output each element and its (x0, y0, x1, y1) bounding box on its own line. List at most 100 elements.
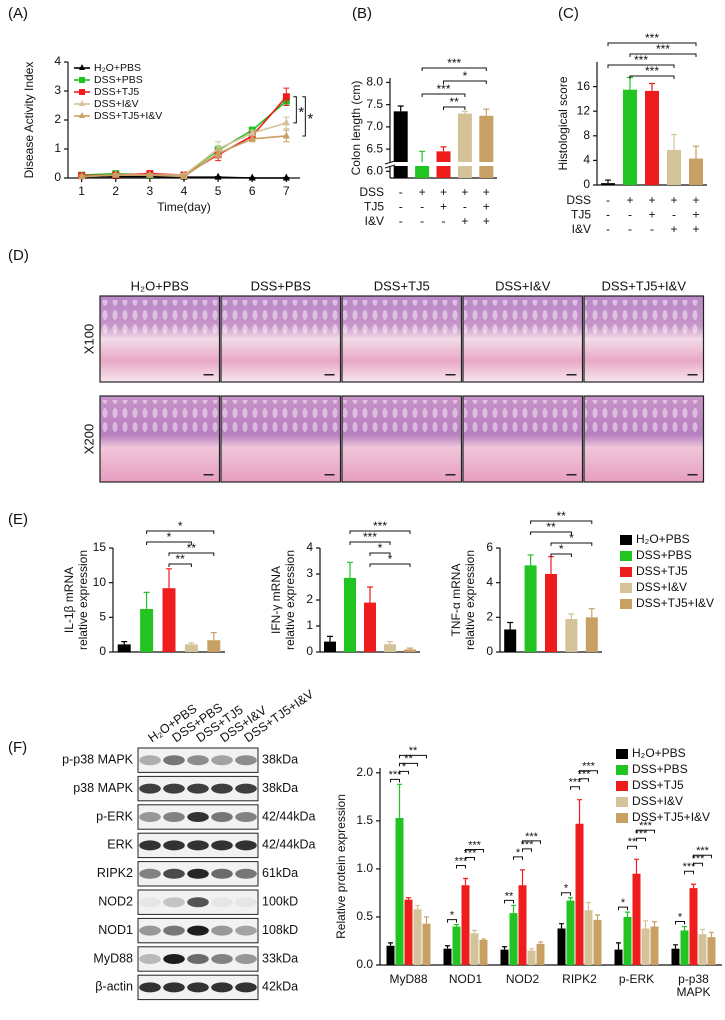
error-bar (424, 916, 429, 924)
condition-sign: + (648, 193, 655, 207)
error-bar (388, 942, 393, 946)
histology-texture (585, 400, 703, 435)
histology-texture (464, 300, 582, 335)
y-tick-label: 0 (583, 177, 590, 191)
legend-label: DSS+TJ5 (632, 778, 684, 792)
histology-texture (464, 400, 582, 435)
significance-bracket (349, 530, 411, 534)
x-tick-label: 7 (283, 184, 290, 198)
histology-texture (585, 300, 703, 335)
bar (524, 565, 537, 652)
error-bar (121, 641, 128, 645)
x-tick-label-box: NOD1 (449, 973, 482, 986)
error-bar (634, 858, 639, 874)
significance-label: *** (582, 761, 596, 773)
blot-row (137, 747, 259, 773)
error-bar (643, 920, 648, 929)
significance-bracket (618, 906, 628, 911)
legend-swatch (616, 749, 628, 759)
significance-label: *** (389, 769, 403, 781)
bar (565, 619, 578, 652)
marker (282, 131, 290, 139)
y-tick-label: 4 (306, 540, 313, 554)
significance-label: * (298, 104, 304, 121)
significance-bracket (693, 854, 712, 859)
condition-name: DSS (359, 185, 384, 199)
bar (566, 900, 575, 965)
marker (282, 173, 290, 181)
significance-bracket (579, 770, 598, 774)
y-tick-label: 0 (54, 170, 61, 184)
significance-bracket (465, 857, 475, 861)
significance-label: *** (363, 530, 377, 544)
blot-band (211, 954, 233, 964)
error-bar (397, 105, 404, 112)
bar (395, 817, 404, 965)
scale-bar (687, 474, 698, 476)
significance-label: ** (176, 552, 186, 566)
significance-label: *** (645, 31, 659, 45)
panel-label: (E) (8, 511, 28, 528)
histology-texture (222, 400, 340, 435)
legend-swatch (616, 813, 628, 823)
scale-bar (203, 374, 214, 376)
significance-label: *** (464, 847, 478, 859)
blot-band (211, 982, 233, 993)
y-axis-label: Relative protein expression (334, 794, 348, 939)
blot-band (235, 954, 257, 964)
bar (518, 885, 527, 965)
blot-band (187, 812, 209, 822)
size-label: 38kDa (262, 781, 298, 795)
significance-label: *** (468, 839, 482, 851)
bar (117, 644, 131, 652)
marker (248, 128, 256, 136)
blot-band (235, 982, 257, 993)
marker (248, 173, 256, 181)
error-bar (605, 179, 611, 184)
significance-label: *** (525, 831, 539, 843)
significance-label: ** (628, 836, 637, 848)
x-tick-label: MyD88 (389, 973, 428, 986)
condition-sign: + (648, 208, 655, 222)
y-tick-label: 10 (93, 575, 107, 589)
significance-label: * (388, 552, 393, 566)
y-axis-label: IL-1β mRNA (62, 567, 76, 633)
legend-swatch (620, 583, 632, 593)
significance-label: * (178, 519, 183, 533)
bar (527, 950, 536, 965)
blot-band (187, 897, 209, 908)
error-bar (143, 591, 150, 610)
error-bar (472, 929, 477, 934)
bar (584, 910, 593, 965)
condition-sign: + (483, 185, 490, 199)
blot-band (139, 868, 161, 879)
legend-marker (79, 77, 85, 83)
error-bar (461, 110, 468, 114)
bar (443, 948, 452, 965)
blot-band (163, 954, 185, 964)
x-tick-label-box: p-p38 MAPK (676, 973, 710, 999)
significance-bracket (570, 786, 580, 790)
blot-band (235, 783, 257, 794)
y-tick-label: 8 (583, 128, 590, 142)
bar (623, 916, 632, 965)
error-bar (538, 941, 543, 944)
y-axis-label: Colon length (cm) (349, 81, 363, 176)
protein-label: ERK (107, 838, 133, 852)
significance-bracket (629, 75, 675, 79)
blot-band (211, 868, 233, 879)
blot-band (211, 897, 233, 908)
significance-bracket (607, 64, 675, 68)
scale-bar (324, 374, 335, 376)
y-tick-label: 3 (306, 566, 313, 580)
legend-label: H₂O+PBS (636, 532, 690, 546)
significance-bracket (522, 848, 532, 852)
bar (707, 937, 716, 965)
y-tick-label: 0 (99, 644, 106, 658)
marker (282, 93, 290, 101)
blot-band (235, 755, 257, 766)
significance-label: *** (634, 53, 648, 67)
blot-band (211, 812, 233, 822)
condition-sign: - (442, 214, 446, 228)
legend-marker (79, 100, 85, 106)
